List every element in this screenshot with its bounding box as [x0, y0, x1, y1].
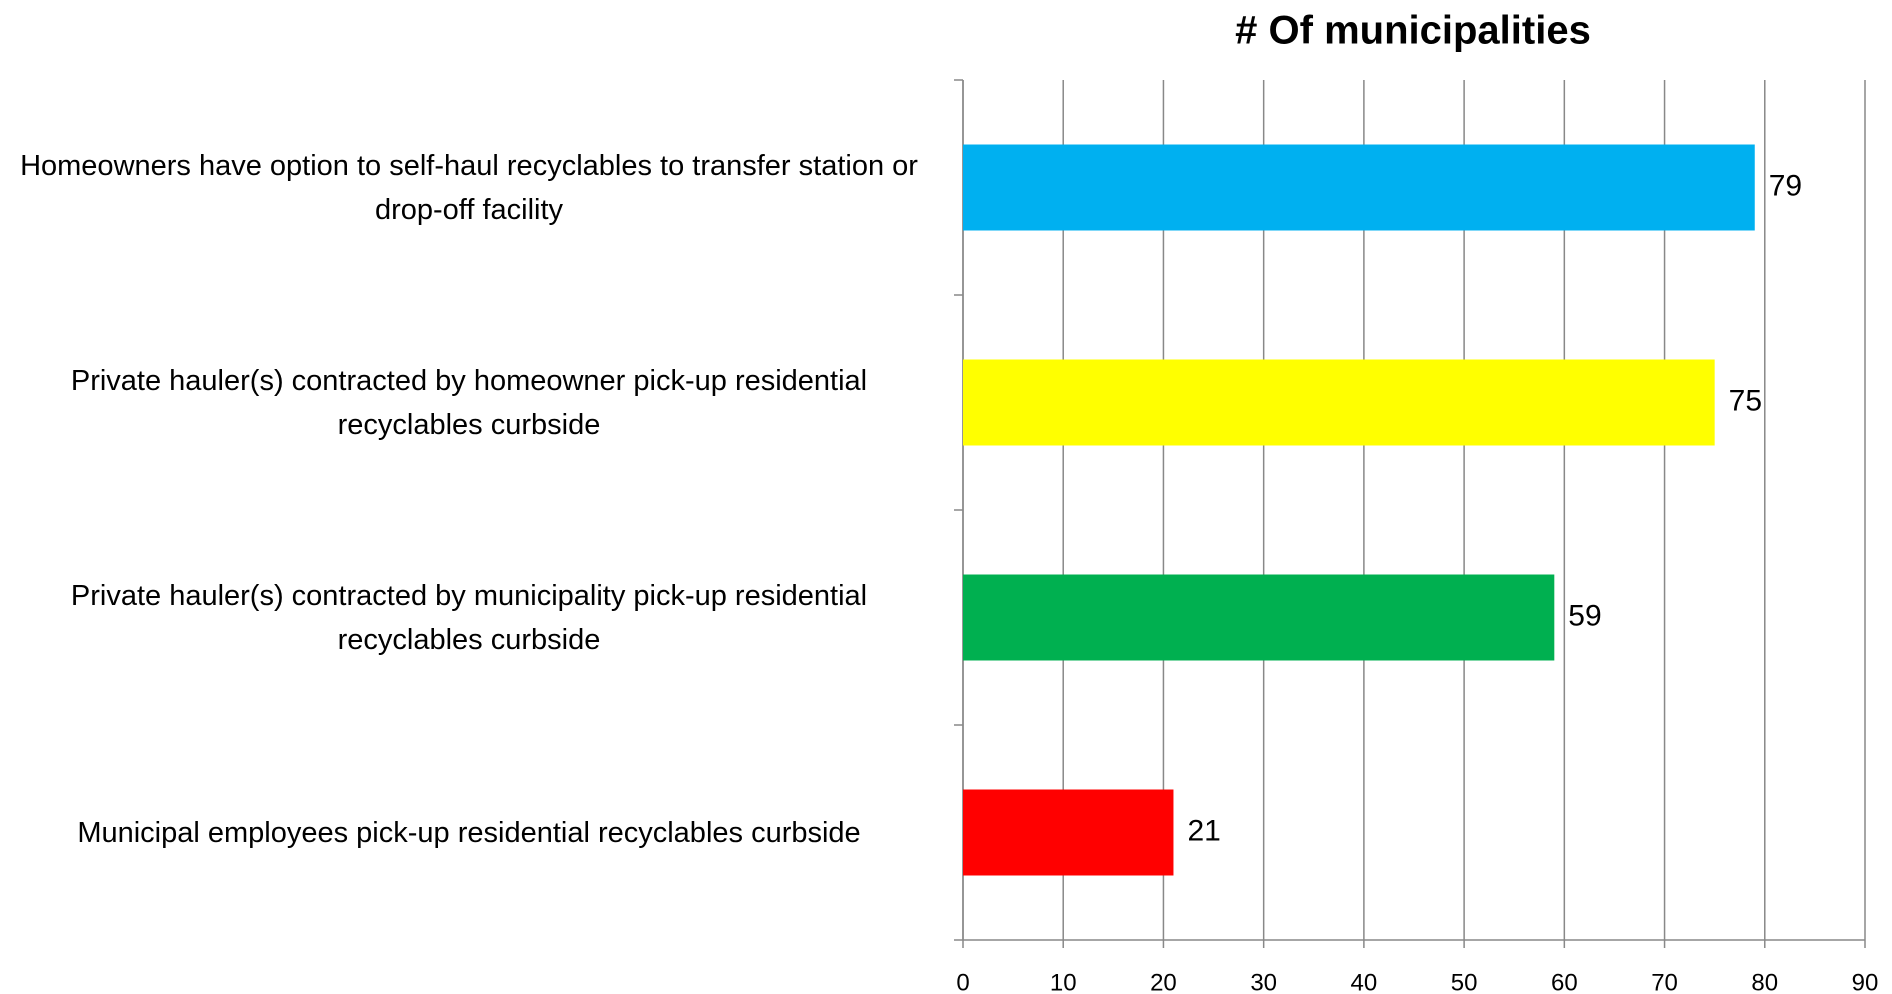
- bar: [963, 789, 1174, 876]
- category-label: Municipal employees pick-up residential …: [77, 816, 861, 849]
- x-tick-label: 0: [956, 969, 969, 994]
- category-label: Homeowners have option to self-haul recy…: [20, 149, 918, 226]
- bar: [963, 574, 1555, 661]
- x-tick-label: 50: [1451, 969, 1478, 994]
- chart-title: # Of municipalities: [1235, 9, 1591, 53]
- x-tick-label: 70: [1651, 969, 1678, 994]
- x-tick-label: 40: [1351, 969, 1378, 994]
- data-label: 21: [1187, 814, 1220, 847]
- x-tick-label: 30: [1250, 969, 1277, 994]
- bar: [963, 359, 1715, 446]
- x-tick-label: 60: [1551, 969, 1578, 994]
- category-label: Private hauler(s) contracted by homeowne…: [70, 364, 868, 441]
- data-label: 75: [1729, 384, 1762, 417]
- x-tick-label: 10: [1050, 969, 1077, 994]
- data-label: 59: [1568, 599, 1601, 632]
- x-tick-label: 80: [1751, 969, 1778, 994]
- bar: [963, 144, 1755, 231]
- x-tick-label: 90: [1852, 969, 1879, 994]
- x-tick-label: 20: [1150, 969, 1177, 994]
- data-label: 79: [1769, 169, 1802, 202]
- category-label: Private hauler(s) contracted by municipa…: [70, 579, 868, 656]
